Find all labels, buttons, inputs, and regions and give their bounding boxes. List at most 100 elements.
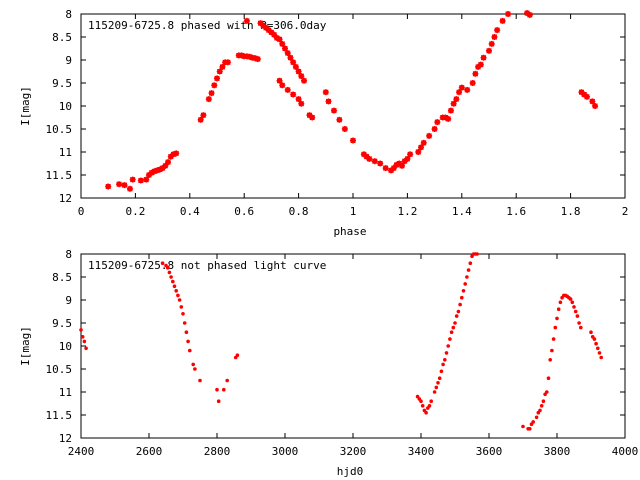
data-point <box>458 302 462 307</box>
data-point <box>461 289 466 293</box>
data-point <box>534 415 539 420</box>
data-point <box>446 344 451 348</box>
data-point <box>235 353 240 358</box>
data-point <box>121 182 128 189</box>
y-tick-label: 9.5 <box>52 77 72 90</box>
data-point <box>193 367 197 371</box>
data-point <box>290 91 297 98</box>
x-axis-label: hjd0 <box>337 465 364 478</box>
data-point <box>191 362 195 367</box>
data-point <box>129 176 136 183</box>
data-point <box>276 77 283 84</box>
data-point <box>572 305 576 309</box>
x-tick-label: 2 <box>622 205 629 218</box>
data-point <box>84 346 88 351</box>
data-point <box>583 93 590 100</box>
y-tick-label: 8 <box>65 248 72 261</box>
data-point <box>197 116 204 123</box>
data-point <box>597 351 602 355</box>
data-point <box>82 339 87 344</box>
data-point <box>420 139 427 146</box>
data-point <box>432 390 437 394</box>
y-axis-ticks: 8 8.5 9 9.5 10 10.5 11 11.5 12 <box>46 248 625 445</box>
data-point <box>539 404 544 408</box>
data-point <box>390 165 397 172</box>
data-point <box>322 89 329 96</box>
data-point <box>449 330 454 335</box>
data-point <box>216 399 221 404</box>
x-axis-label: phase <box>333 225 366 238</box>
x-tick-label: 1.8 <box>561 205 581 218</box>
data-point <box>174 289 178 293</box>
data-point <box>521 424 525 429</box>
data-point <box>284 50 291 57</box>
data-point <box>167 270 172 275</box>
data-point <box>468 261 473 266</box>
y-tick-label: 11 <box>59 146 72 159</box>
data-point <box>243 17 250 24</box>
x-tick-label: 3200 <box>340 445 367 458</box>
y-tick-label: 11.5 <box>46 169 73 182</box>
data-point <box>505 11 512 17</box>
data-point <box>309 114 316 121</box>
data-point <box>224 59 231 66</box>
x-tick-label: 1.2 <box>397 205 417 218</box>
data-point <box>295 96 302 103</box>
data-point <box>592 337 597 341</box>
data-point <box>541 399 546 404</box>
data-point <box>472 70 479 77</box>
y-tick-label: 10 <box>59 100 72 113</box>
data-point <box>573 309 578 314</box>
data-point <box>225 378 229 383</box>
data-point <box>215 387 219 392</box>
chart-title: 115209-6725.8 not phased light curve <box>88 259 326 272</box>
data-point <box>579 325 583 330</box>
data-point <box>466 268 471 272</box>
data-point <box>589 330 593 335</box>
data-point <box>451 325 456 330</box>
data-point <box>429 399 434 404</box>
data-point <box>443 358 447 362</box>
data-point <box>160 261 165 266</box>
data-point <box>292 63 299 70</box>
data-point <box>181 312 185 316</box>
data-point <box>382 165 389 172</box>
data-point <box>79 328 83 332</box>
data-point <box>499 17 506 24</box>
data-point <box>445 115 452 122</box>
data-point <box>298 100 305 107</box>
x-tick-label: 3400 <box>408 445 435 458</box>
data-point <box>415 149 422 155</box>
data-point <box>426 132 433 139</box>
data-point <box>419 399 423 404</box>
plot-frame <box>80 253 626 439</box>
x-tick-label: 0.6 <box>234 205 254 218</box>
data-point <box>480 54 487 61</box>
data-point <box>276 36 283 43</box>
data-point <box>279 40 286 47</box>
y-tick-label: 12 <box>59 192 72 205</box>
data-point <box>211 82 218 89</box>
data-point <box>162 162 169 169</box>
data-point <box>454 314 459 318</box>
y-tick-label: 10.5 <box>46 363 73 376</box>
data-point <box>458 84 465 91</box>
y-tick-label: 9 <box>65 294 72 307</box>
data-point <box>172 284 177 289</box>
data-point <box>105 183 112 190</box>
data-point <box>463 282 468 286</box>
data-point <box>450 100 457 107</box>
data-point <box>208 90 215 97</box>
data-point <box>169 275 173 279</box>
data-point <box>214 75 220 82</box>
data-point <box>494 27 501 34</box>
x-tick-label: 0.4 <box>180 205 200 218</box>
data-point <box>366 155 373 162</box>
data-point <box>420 404 425 408</box>
data-point <box>447 107 454 114</box>
data-point <box>456 309 461 314</box>
data-point <box>298 73 305 80</box>
data-point <box>222 387 226 392</box>
data-point <box>398 162 405 169</box>
